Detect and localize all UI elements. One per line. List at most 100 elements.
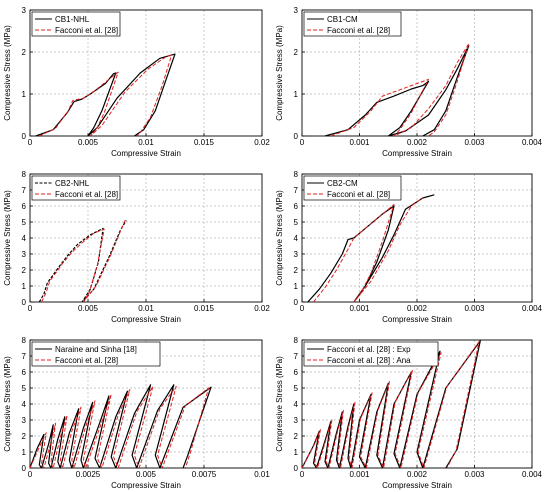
chart-naraine-sinha: 0 0.0025 0.005 0.0075 0.01 0 1 2 3 4 5 6 7 8 Compressi…	[3, 336, 270, 490]
y-tick-label: 3	[22, 250, 27, 259]
y-tick-label: 2	[22, 432, 27, 441]
legend-entry: CB1-NHL	[55, 15, 90, 24]
y-tick-label: 6	[22, 368, 27, 377]
y-axis-label: Compressive Stress (MPa)	[275, 356, 284, 452]
y-tick-label: 4	[22, 234, 27, 243]
x-tick-label: 0.005	[78, 304, 99, 313]
y-tick-label: 2	[294, 48, 299, 57]
y-tick-label: 1	[294, 90, 299, 99]
y-tick-label: 2	[294, 432, 299, 441]
y-tick-label: 5	[22, 218, 27, 227]
x-tick-label: 0	[28, 304, 33, 313]
series-line-experimental	[30, 384, 212, 468]
y-tick-label: 3	[294, 6, 299, 15]
y-axis-label: Compressive Stress (MPa)	[3, 356, 12, 452]
y-tick-label: 3	[22, 6, 27, 15]
axes-frame	[301, 9, 533, 137]
x-tick-label: 0.002	[407, 470, 428, 479]
y-tick-label: 6	[22, 202, 27, 211]
x-tick-label: 0.004	[522, 138, 543, 147]
y-tick-label: 7	[294, 186, 299, 195]
x-tick-label: 0.004	[522, 304, 543, 313]
y-axis-label: Compressive Stress (MPa)	[275, 190, 284, 286]
y-tick-label: 1	[294, 282, 299, 291]
x-tick-label: 0.003	[464, 138, 485, 147]
legend: CB1-CM Facconi et al. [28]	[303, 11, 402, 37]
legend-box	[31, 11, 121, 37]
x-tick-label: 0.015	[194, 304, 215, 313]
x-tick-label: 0.01	[138, 304, 154, 313]
x-tick-label: 0	[300, 304, 305, 313]
y-tick-label: 1	[22, 90, 27, 99]
legend-box	[31, 175, 121, 201]
y-tick-label: 2	[22, 48, 27, 57]
legend-entry: Facconi et al. [28]	[55, 190, 118, 199]
series-line-analytical	[330, 43, 470, 136]
legend-entry: Facconi et al. [28]	[327, 26, 390, 35]
axes-frame	[29, 173, 263, 303]
x-axis-label: Compressive Strain	[111, 149, 181, 158]
x-tick-label: 0.02	[254, 138, 270, 147]
legend: CB2-NHL Facconi et al. [28]	[31, 175, 121, 201]
x-axis-label: Compressive Strain	[382, 481, 452, 490]
legend-entry: CB2-CM	[327, 179, 358, 188]
legend-entry: Facconi et al. [28]	[327, 190, 390, 199]
y-tick-label: 7	[294, 352, 299, 361]
legend: Facconi et al. [28] : Exp Facconi et al. …	[303, 341, 439, 367]
y-tick-label: 2	[294, 266, 299, 275]
y-tick-label: 8	[294, 170, 299, 179]
y-tick-label: 4	[294, 234, 299, 243]
y-tick-label: 0	[22, 132, 27, 141]
axes-frame	[29, 9, 263, 137]
chart-cb2-cm: 0 0.001 0.002 0.003 0.004 0 1 2 3 4 5 6 7 8 Compressiv…	[275, 170, 543, 324]
series-line-analytical	[39, 54, 172, 136]
x-tick-label: 0.0075	[192, 470, 217, 479]
chart-facconi-exp-ana: 0 0.001 0.002 0.003 0.004 0 1 2 3 4 5 6 7 8 Compressiv…	[275, 336, 543, 490]
axes-frame	[301, 173, 533, 303]
legend-entry: Naraine and Sinha [18]	[55, 345, 137, 354]
y-tick-label: 4	[294, 400, 299, 409]
series-line-experimental	[324, 45, 470, 136]
legend: CB1-NHL Facconi et al. [28]	[31, 11, 121, 37]
y-tick-label: 8	[22, 170, 27, 179]
y-tick-label: 3	[294, 250, 299, 259]
legend-box	[303, 175, 402, 201]
y-tick-label: 8	[22, 336, 27, 345]
x-tick-label: 0.01	[254, 470, 270, 479]
y-tick-label: 3	[294, 416, 299, 425]
y-tick-label: 1	[294, 448, 299, 457]
series-line-experimental	[307, 194, 435, 302]
x-axis-label: Compressive Strain	[111, 315, 181, 324]
x-tick-label: 0.004	[522, 470, 543, 479]
series-line-analytical	[41, 220, 126, 302]
x-axis-label: Compressive Strain	[382, 149, 452, 158]
x-axis-label: Compressive Strain	[382, 315, 452, 324]
y-tick-label: 6	[294, 202, 299, 211]
x-tick-label: 0.002	[407, 304, 428, 313]
series-line-analytical	[30, 385, 210, 468]
x-tick-label: 0.001	[349, 138, 370, 147]
series-line-analytical	[302, 341, 480, 468]
y-axis-label: Compressive Stress (MPa)	[3, 25, 12, 121]
x-tick-label: 0.02	[254, 304, 270, 313]
y-tick-label: 1	[22, 282, 27, 291]
y-tick-label: 3	[22, 416, 27, 425]
legend: Naraine and Sinha [18] Facconi et al. [28…	[31, 341, 161, 367]
y-tick-label: 0	[294, 464, 299, 473]
x-tick-label: 0.003	[464, 470, 485, 479]
series-line-experimental	[35, 53, 176, 136]
chart-cb1-nhl: 0 0.005 0.01 0.015 0.02 0 1 2 3 Compressive Strai…	[3, 6, 270, 158]
legend-entry: Facconi et al. [28]	[55, 356, 118, 365]
chart-cb2-nhl: 0 0.005 0.01 0.015 0.02 0 1 2 3 4 5 6 7 8 Compressive …	[3, 170, 270, 324]
x-tick-label: 0.001	[349, 304, 370, 313]
x-tick-label: 0.0025	[76, 470, 101, 479]
x-tick-label: 0.015	[194, 138, 215, 147]
legend-entry: CB2-NHL	[55, 179, 90, 188]
x-tick-label: 0	[300, 138, 305, 147]
y-tick-label: 5	[294, 384, 299, 393]
axes-frame	[301, 339, 533, 469]
y-tick-label: 0	[294, 132, 299, 141]
y-tick-label: 8	[294, 336, 299, 345]
y-tick-label: 7	[22, 186, 27, 195]
